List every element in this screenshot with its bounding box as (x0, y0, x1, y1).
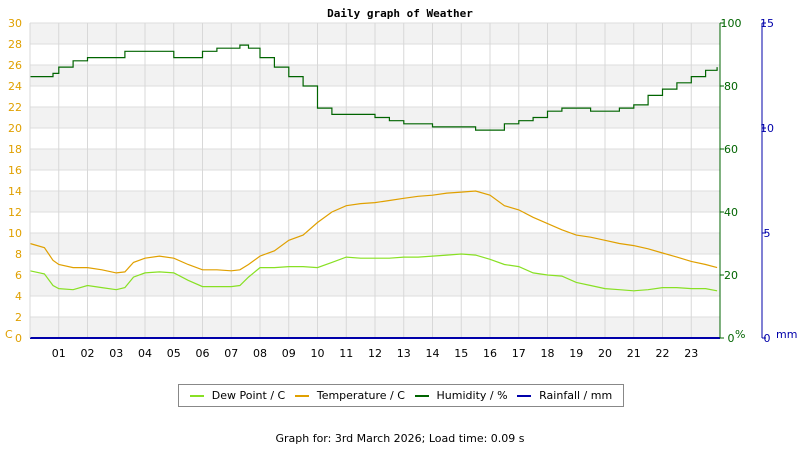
x-tick-label: 02 (81, 347, 95, 360)
rainfall-axis-unit: mm (776, 328, 797, 341)
plot-series (29, 44, 720, 339)
legend-swatch-humidity (414, 394, 429, 397)
x-tick-label: 03 (109, 347, 123, 360)
rainfall-tick-label: 10 (760, 122, 774, 135)
humidity-tick-label: 0 (728, 332, 735, 345)
x-tick-label: 11 (339, 347, 353, 360)
x-tick-label: 14 (426, 347, 440, 360)
temperature-tick-label: 12 (8, 206, 22, 219)
temperature-tick-label: 28 (8, 38, 22, 51)
humidity-axis-unit: % (735, 328, 745, 341)
temperature-tick-label: 22 (8, 101, 22, 114)
temperature-tick-label: 2 (15, 311, 22, 324)
humidity-tick-label: 100 (721, 17, 742, 30)
rainfall-tick-label: 0 (764, 332, 771, 345)
temperature-tick-label: 26 (8, 59, 22, 72)
x-tick-label: 17 (512, 347, 526, 360)
legend-swatch-dew-point (189, 394, 204, 397)
legend-item-dew-point: Dew Point / C (189, 389, 286, 402)
x-tick-label: 01 (52, 347, 66, 360)
temperature-tick-label: 24 (8, 80, 22, 93)
x-tick-label: 12 (368, 347, 382, 360)
temperature-tick-label: 8 (15, 248, 22, 261)
x-tick-label: 06 (196, 347, 210, 360)
temperature-tick-label: 16 (8, 164, 22, 177)
temperature-tick-label: 0 (15, 332, 22, 345)
x-tick-label: 04 (138, 347, 152, 360)
graph-footer: Graph for: 3rd March 2026; Load time: 0.… (275, 432, 525, 445)
rainfall-tick-label: 5 (764, 227, 771, 240)
legend-label-humidity: Humidity / % (436, 389, 508, 402)
temperature-tick-label: 18 (8, 143, 22, 156)
x-tick-label: 10 (311, 347, 325, 360)
x-tick-label: 09 (282, 347, 296, 360)
legend-item-rainfall: Rainfall / mm (517, 389, 612, 402)
x-tick-label: 22 (656, 347, 670, 360)
legend-swatch-rainfall (517, 394, 532, 397)
x-tick-label: 13 (397, 347, 411, 360)
temperature-axis-unit: C (5, 328, 13, 341)
x-tick-label: 18 (541, 347, 555, 360)
x-tick-label: 15 (454, 347, 468, 360)
legend-label-temperature: Temperature / C (316, 389, 405, 402)
temperature-tick-label: 20 (8, 122, 22, 135)
legend-swatch-temperature (294, 394, 309, 397)
x-tick-label: 07 (224, 347, 238, 360)
legend-item-temperature: Temperature / C (294, 389, 405, 402)
temperature-tick-label: 10 (8, 227, 22, 240)
humidity-tick-label: 20 (724, 269, 738, 282)
temperature-tick-label: 30 (8, 17, 22, 30)
x-tick-label: 20 (598, 347, 612, 360)
temperature-tick-label: 14 (8, 185, 22, 198)
series-line-temperature (29, 190, 718, 274)
plot-axes: 01 02 03 04 05 06 07 08 09 10 11 12 13 14 15 16 17 18 19 20… (8, 17, 774, 360)
x-tick-label: 23 (684, 347, 698, 360)
plot-grid (29, 22, 721, 339)
legend-item-humidity: Humidity / % (414, 389, 508, 402)
humidity-tick-label: 80 (724, 80, 738, 93)
chart-legend: Dew Point / C Temperature / C Humidity /… (178, 384, 624, 407)
legend-label-rainfall: Rainfall / mm (539, 389, 613, 402)
x-tick-label: 16 (483, 347, 497, 360)
series-line-dew (29, 253, 718, 292)
temperature-tick-label: 6 (15, 269, 22, 282)
humidity-tick-label: 60 (724, 143, 738, 156)
x-tick-label: 19 (569, 347, 583, 360)
chart-title: Daily graph of Weather (327, 7, 473, 20)
x-tick-label: 08 (253, 347, 267, 360)
humidity-tick-label: 40 (724, 206, 738, 219)
x-tick-label: 05 (167, 347, 181, 360)
x-tick-label: 21 (627, 347, 641, 360)
rainfall-tick-label: 15 (760, 17, 774, 30)
legend-label-dew-point: Dew Point / C (211, 389, 286, 402)
series-line-humidity (30, 44, 718, 131)
temperature-tick-label: 4 (15, 290, 22, 303)
